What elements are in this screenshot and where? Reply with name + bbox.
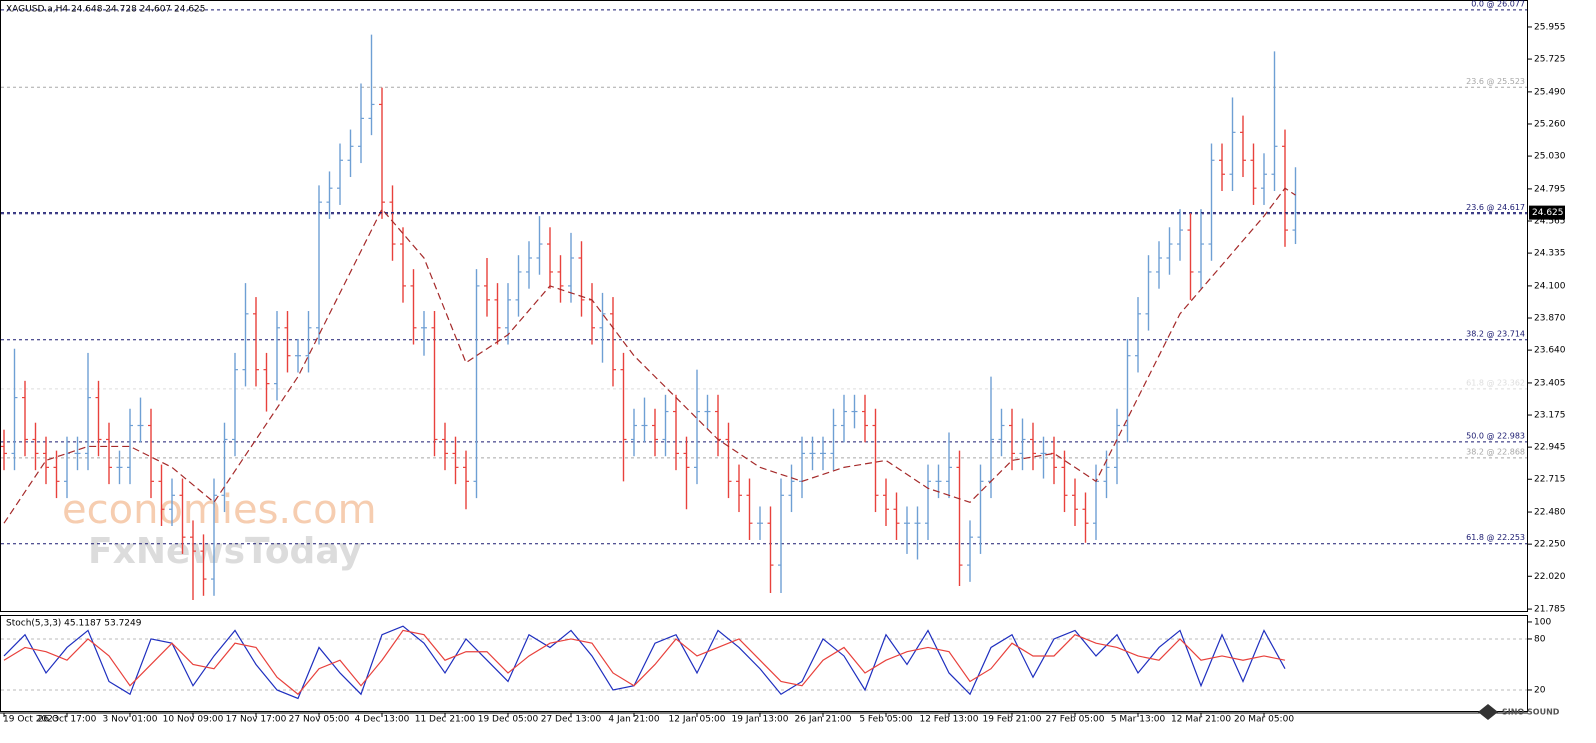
y-tick-label: 25.490 <box>1534 87 1566 97</box>
stoch-tick-label: 80 <box>1534 634 1546 644</box>
y-tick-label: 22.945 <box>1534 443 1566 453</box>
stoch-line <box>3 625 1286 700</box>
x-tick-label: 5 Feb 05:00 <box>859 715 913 725</box>
y-tick-label: 24.335 <box>1534 249 1566 259</box>
fib-label: 38.2 @ 23.714 <box>1466 329 1525 338</box>
y-tick-label: 24.565 <box>1534 216 1566 226</box>
fib-label: 61.8 @ 22.253 <box>1466 533 1525 542</box>
fib-label: 0.0 @ 26.077 <box>1471 0 1525 8</box>
x-tick-label: 26 Oct 17:00 <box>38 715 97 725</box>
x-tick-label: 11 Dec 21:00 <box>415 715 476 725</box>
x-tick-label: 27 Dec 13:00 <box>541 715 602 725</box>
y-tick-label: 22.250 <box>1534 540 1566 550</box>
x-tick-label: 12 Mar 21:00 <box>1171 715 1231 725</box>
x-tick-label: 26 Jan 21:00 <box>795 715 852 725</box>
x-tick-label: 12 Feb 13:00 <box>919 715 978 725</box>
x-tick-label: 17 Nov 17:00 <box>226 715 287 725</box>
y-tick-label: 23.405 <box>1534 378 1566 388</box>
last-price-box <box>1529 205 1565 220</box>
x-tick-label: 19 Jan 13:00 <box>732 715 789 725</box>
y-tick-label: 23.870 <box>1534 314 1566 324</box>
x-tick-label: 19 Dec 05:00 <box>478 715 539 725</box>
moving-average <box>3 187 1296 524</box>
y-tick-label: 24.795 <box>1534 184 1566 194</box>
x-tick-label: 4 Dec 13:00 <box>355 715 410 725</box>
y-tick-label: 22.715 <box>1534 475 1566 485</box>
stoch-pane <box>0 615 1528 712</box>
x-tick-label: 19 Oct 2023 <box>3 715 59 725</box>
y-tick-label: 23.640 <box>1534 346 1566 356</box>
y-tick-label: 24.100 <box>1534 281 1566 291</box>
y-tick-label: 22.480 <box>1534 508 1566 518</box>
y-tick-label: 23.175 <box>1534 411 1566 421</box>
x-tick-label: 27 Nov 05:00 <box>289 715 350 725</box>
price-pane <box>0 0 1528 612</box>
y-tick-label: 25.030 <box>1534 152 1566 162</box>
fib-label: 23.6 @ 25.523 <box>1466 77 1525 86</box>
fib-label: 50.0 @ 22.983 <box>1466 431 1525 440</box>
x-tick-label: 10 Nov 09:00 <box>163 715 224 725</box>
stoch-tick-label: 100 <box>1534 617 1551 627</box>
watermark: economies.com <box>62 487 377 533</box>
watermark: FxNewsToday <box>88 531 362 572</box>
x-tick-label: 20 Mar 05:00 <box>1234 715 1294 725</box>
last-price-label: 24.625 <box>1532 208 1564 218</box>
logo: SINO SOUND <box>1502 708 1560 717</box>
fib-label: 23.6 @ 24.617 <box>1466 203 1525 212</box>
x-tick-label: 12 Jan 05:00 <box>669 715 726 725</box>
x-tick-label: 3 Nov 01:00 <box>103 715 158 725</box>
y-tick-label: 22.020 <box>1534 572 1566 582</box>
y-tick-label: 21.785 <box>1534 605 1566 615</box>
x-tick-label: 4 Jan 21:00 <box>608 715 660 725</box>
y-tick-label: 25.955 <box>1534 22 1566 32</box>
stoch-title: Stoch(5,3,3) 45.1187 53.7249 <box>6 619 142 629</box>
stoch-tick-label: 20 <box>1534 685 1546 695</box>
stoch-line <box>3 629 1286 696</box>
y-tick-label: 25.260 <box>1534 119 1566 129</box>
fib-label: 38.2 @ 22.868 <box>1466 447 1525 456</box>
x-tick-label: 5 Mar 13:00 <box>1111 715 1166 725</box>
fib-label: 61.8 @ 23.362 <box>1466 378 1525 387</box>
x-tick-label: 19 Feb 21:00 <box>982 715 1041 725</box>
y-tick-label: 25.725 <box>1534 55 1566 65</box>
logo-icon <box>1478 704 1498 720</box>
x-tick-label: 27 Feb 05:00 <box>1045 715 1104 725</box>
